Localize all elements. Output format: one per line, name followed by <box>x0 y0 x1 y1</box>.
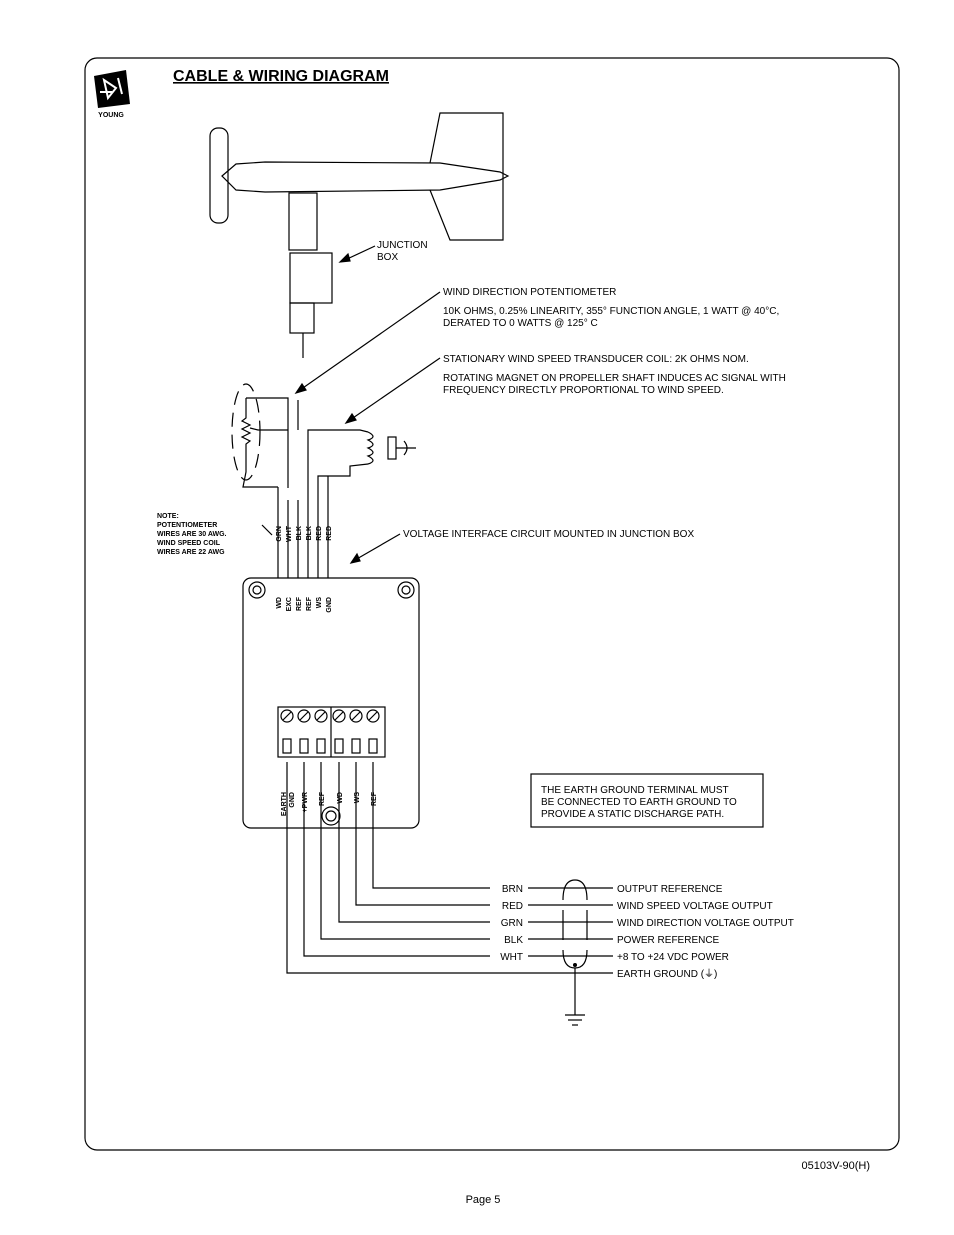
cable-function: EARTH GROUND (⏚) <box>617 968 717 980</box>
coil-line: FREQUENCY DIRECTLY PROPORTIONAL TO WIND … <box>443 385 724 396</box>
board-input: WD <box>276 597 283 609</box>
cable-wire <box>372 762 490 889</box>
terminal <box>282 738 292 754</box>
board-input: WS <box>316 597 323 609</box>
wire-color: RED <box>316 526 323 541</box>
note-line: WIND SPEED COIL <box>157 540 221 547</box>
screw <box>297 709 311 723</box>
board-input: REF <box>306 596 313 611</box>
cable-wire <box>303 762 490 957</box>
terminal <box>316 738 326 754</box>
note-line: WIRES ARE 22 AWG <box>157 549 225 556</box>
terminal-label: WD <box>337 792 344 804</box>
cable-wire <box>338 762 490 923</box>
circuit-label: VOLTAGE INTERFACE CIRCUIT MOUNTED IN JUN… <box>403 529 694 540</box>
screw <box>332 709 346 723</box>
screw <box>366 709 380 723</box>
terminal-label: REF <box>371 791 378 806</box>
doc-id: 05103V-90(H) <box>802 1160 871 1172</box>
terminal <box>368 738 378 754</box>
cable-function: +8 TO +24 VDC POWER <box>617 952 729 963</box>
cable-color: GRN <box>501 918 523 929</box>
board <box>242 577 420 829</box>
terminal-label: WS <box>354 792 361 804</box>
terminal <box>299 738 309 754</box>
earth-note: BE CONNECTED TO EARTH GROUND TO <box>541 797 737 808</box>
cable-wire <box>320 762 490 940</box>
earth-note: THE EARTH GROUND TERMINAL MUST <box>541 785 729 796</box>
board-input: GND <box>326 597 333 613</box>
terminal <box>351 738 361 754</box>
screw <box>280 709 294 723</box>
cable-function: WIND SPEED VOLTAGE OUTPUT <box>617 901 773 912</box>
cable-function: POWER REFERENCE <box>617 935 720 946</box>
terminal-label: EARTH <box>281 792 288 816</box>
junction-label: JUNCTION <box>377 240 428 251</box>
junction-dot <box>573 963 577 967</box>
cable-color: BLK <box>504 935 523 946</box>
note-line: NOTE: <box>157 513 179 520</box>
screw <box>349 709 363 723</box>
screw-slot <box>368 711 378 721</box>
sensor-circuit <box>231 383 416 500</box>
wire-color: GRN <box>276 526 283 542</box>
coil-title: STATIONARY WIND SPEED TRANSDUCER COIL: 2… <box>443 354 749 365</box>
cable-wire <box>286 762 613 974</box>
screw-slot <box>351 711 361 721</box>
terminal-label: REF <box>319 791 326 806</box>
board-input: REF <box>296 596 303 611</box>
screw-slot <box>334 711 344 721</box>
cable-color: WHT <box>500 952 523 963</box>
pot-title: WIND DIRECTION POTENTIOMETER <box>443 287 616 298</box>
screw <box>314 709 328 723</box>
cable-function: OUTPUT REFERENCE <box>617 884 723 895</box>
pot-line: 10K OHMS, 0.25% LINEARITY, 355° FUNCTION… <box>443 306 779 317</box>
board-input: EXC <box>286 597 293 611</box>
note-line: WIRES ARE 30 AWG. <box>157 531 227 538</box>
note: NOTE: POTENTIOMETER WIRES ARE 30 AWG. WIND … <box>157 513 227 556</box>
junction-label: BOX <box>377 252 398 263</box>
earth-note-box <box>530 773 764 828</box>
wire-color: BLK <box>296 526 303 540</box>
earth-note: PROVIDE A STATIC DISCHARGE PATH. <box>541 809 724 820</box>
terminal <box>334 738 344 754</box>
shield <box>562 879 588 1026</box>
cable-color: BRN <box>502 884 523 895</box>
title: CABLE & WIRING DIAGRAM <box>173 68 389 85</box>
screw-slot <box>282 711 292 721</box>
terminal-label: GND <box>289 792 296 808</box>
page-number: Page 5 <box>466 1194 501 1206</box>
wire-color: RED <box>326 526 333 541</box>
logo-text: YOUNG <box>98 112 124 119</box>
frame <box>84 57 900 1151</box>
coil-line: ROTATING MAGNET ON PROPELLER SHAFT INDUC… <box>443 373 786 384</box>
screw-slot <box>299 711 309 721</box>
note-line: POTENTIOMETER <box>157 522 217 529</box>
screw-slot <box>316 711 326 721</box>
cable-wire <box>355 762 490 906</box>
wire-color: BLK <box>306 526 313 540</box>
leaders <box>261 291 441 564</box>
anemometer <box>209 112 510 358</box>
wire-color: WHT <box>286 525 293 542</box>
cable-color: RED <box>502 901 523 912</box>
cable-function: WIND DIRECTION VOLTAGE OUTPUT <box>617 918 794 929</box>
logo <box>94 70 130 108</box>
pot-line: DERATED TO 0 WATTS @ 125° C <box>443 318 598 329</box>
terminal-label: +PWR <box>302 792 309 812</box>
